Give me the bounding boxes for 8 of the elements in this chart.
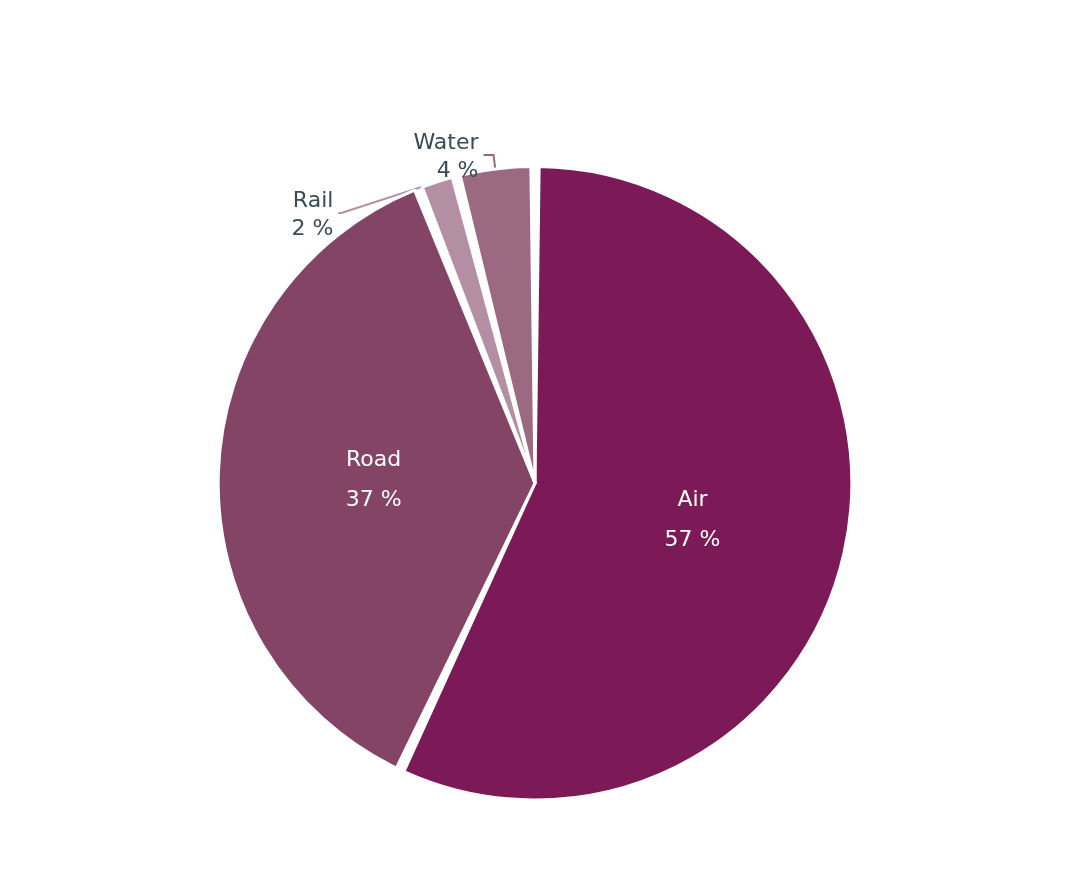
slice-label: Water: [413, 128, 480, 154]
data-label: 2 %: [291, 214, 334, 240]
data-label: 57 %: [664, 525, 721, 551]
data-label: 4 %: [436, 156, 479, 182]
slice-label: Rail: [292, 186, 334, 212]
data-label: 37 %: [345, 485, 402, 511]
slice-label: Road: [346, 445, 402, 471]
slice-label: Air: [677, 485, 709, 511]
